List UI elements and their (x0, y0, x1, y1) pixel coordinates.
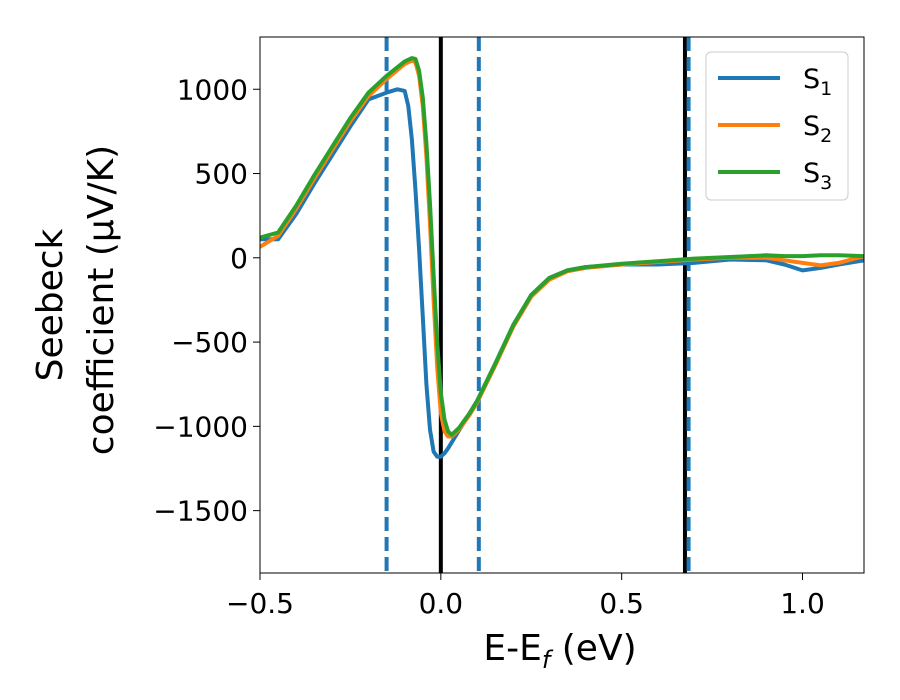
y-axis: 1000 500 0 −500 −1000 −1500 (153, 73, 260, 528)
legend-label-S2: S2 (803, 111, 832, 147)
x-tick-label: 0.0 (419, 587, 464, 620)
reference-lines (384, 37, 691, 573)
x-tick-label: 1.0 (780, 587, 825, 620)
x-axis: −0.5 0.0 0.5 1.0 (226, 573, 825, 620)
x-axis-label-main: E-E (483, 628, 541, 669)
y-tick-label: −1500 (153, 495, 248, 528)
y-axis-label-line2: coefficient (μV/K) (81, 145, 122, 455)
x-tick-label: −0.5 (226, 587, 294, 620)
y-tick-label: −500 (171, 326, 248, 359)
y-tick-label: 1000 (177, 73, 248, 106)
y-tick-label: 0 (230, 242, 248, 275)
series-line-S1 (260, 87, 864, 459)
legend-label-S1: S1 (803, 64, 832, 100)
plot-frame (259, 36, 865, 574)
y-tick-label: −1000 (153, 410, 248, 443)
y-tick-label: 500 (195, 158, 248, 191)
x-axis-label: E-Ef (eV) (483, 628, 636, 674)
series-lines (260, 56, 864, 459)
x-tick-label: 0.5 (599, 587, 644, 620)
series-line-S3 (260, 56, 864, 437)
x-axis-label-unit: (eV) (550, 628, 636, 669)
legend-label-S3: S3 (803, 158, 832, 194)
y-axis-label-line1: Seebeck (30, 228, 71, 381)
legend: S1 S2 S3 (705, 51, 849, 201)
